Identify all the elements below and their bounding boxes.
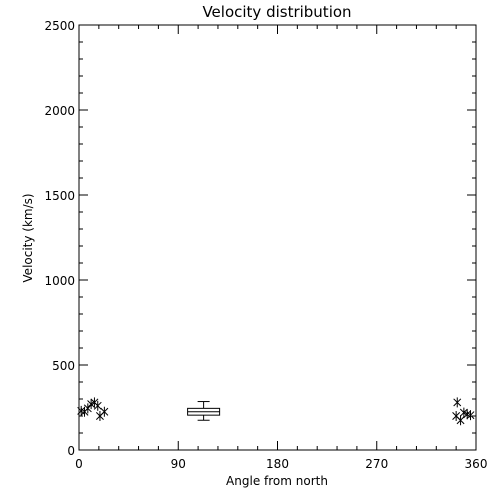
data-point <box>452 411 461 421</box>
data-point <box>95 411 104 421</box>
y-tick-label: 2500 <box>44 19 75 33</box>
data-point <box>466 410 475 421</box>
data-point-stroke <box>459 408 468 417</box>
data-point-stroke <box>100 407 109 416</box>
data-point-stroke <box>453 398 462 407</box>
data-point-stroke <box>93 401 102 410</box>
plot-frame <box>78 24 477 451</box>
x-tick-label: 360 <box>465 457 488 471</box>
x-tick-label: 0 <box>75 457 83 471</box>
y-tick-label: 1500 <box>44 189 75 203</box>
data-point-stroke <box>463 410 472 419</box>
data-point <box>459 407 468 418</box>
data-point-stroke <box>83 404 92 413</box>
x-axis-label: Angle from north <box>226 474 328 488</box>
data-point-stroke <box>456 416 465 425</box>
data-point <box>100 406 109 417</box>
data-point <box>93 400 102 411</box>
chart-title: Velocity distribution <box>202 3 351 21</box>
axes: 0 90 180 270 360 0 500 1000 1500 2000 2500 <box>44 19 487 471</box>
y-tick-label: 0 <box>67 444 75 458</box>
data-point-stroke <box>77 406 86 415</box>
data-point <box>83 403 92 414</box>
y-axis-label: Velocity (km/s) <box>21 193 35 282</box>
data-point <box>453 397 462 408</box>
x-tick-label: 180 <box>266 457 289 471</box>
data-point-stroke <box>466 411 475 420</box>
data-marks <box>77 397 475 426</box>
data-point <box>456 415 465 426</box>
y-tick-label: 500 <box>52 359 75 373</box>
x-tick-label: 90 <box>171 457 186 471</box>
x-tick-label: 270 <box>365 457 388 471</box>
data-point-stroke <box>452 412 461 420</box>
y-tick-label: 2000 <box>44 104 75 118</box>
y-tick-label: 1000 <box>44 274 75 288</box>
box-plot <box>187 401 221 421</box>
